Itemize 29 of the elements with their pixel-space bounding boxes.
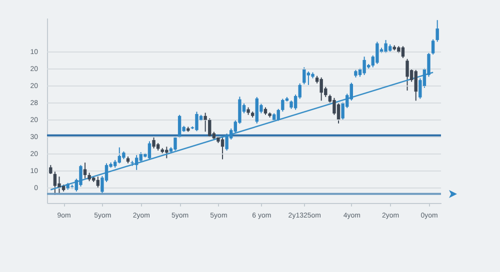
candlestick [376, 41, 379, 64]
candlestick [195, 111, 198, 132]
candlestick [401, 46, 405, 59]
candlestick [332, 97, 336, 116]
candlestick [165, 146, 168, 159]
candlestick [148, 140, 152, 160]
candlestick [302, 66, 306, 85]
candlestick [208, 118, 212, 138]
candlestick [384, 40, 388, 54]
candlestick [436, 20, 439, 42]
candlestick [53, 171, 57, 196]
candlestick [320, 76, 323, 102]
candlestick [204, 112, 207, 132]
candlestick [152, 136, 156, 149]
candlestick [58, 176, 61, 194]
candlestick [414, 69, 418, 102]
candlestick [174, 136, 177, 152]
candlestick [96, 176, 100, 189]
candlestick [276, 108, 280, 122]
candlestick [362, 56, 366, 76]
candlestick [431, 38, 435, 56]
candlestick [178, 114, 182, 138]
candlestick [134, 154, 138, 170]
candlestick [336, 102, 340, 124]
candlestick [281, 98, 284, 112]
candlestick [306, 71, 310, 86]
candlestick [225, 133, 228, 152]
candlestick [79, 164, 82, 188]
candlestick [406, 58, 409, 92]
